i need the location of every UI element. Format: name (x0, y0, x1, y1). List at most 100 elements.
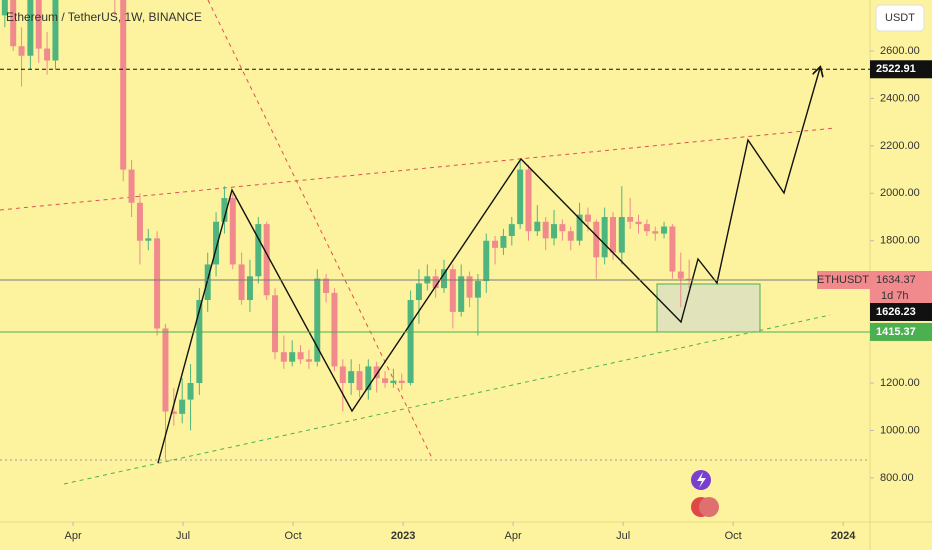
price-label: 2522.91 (876, 63, 916, 75)
candles (1, 0, 693, 459)
candle-body (1, 0, 8, 16)
candle-body (567, 231, 574, 241)
candle-body (44, 48, 51, 61)
y-tick-label: 1200.00 (880, 377, 920, 389)
candle-body (466, 276, 473, 298)
candle-body (365, 366, 372, 391)
candle-body (263, 224, 270, 296)
candle-body (35, 0, 42, 49)
candle-body (441, 269, 448, 289)
candle-body (187, 383, 194, 400)
candle-body (627, 217, 634, 222)
candle-body (551, 224, 558, 239)
candle-body (525, 169, 532, 232)
candle-body (542, 221, 549, 239)
currency-button[interactable] (875, 4, 925, 32)
candle-body (398, 380, 405, 384)
candle-body (635, 221, 642, 225)
candle-body (348, 371, 355, 384)
candle-body (10, 0, 17, 47)
symbol-label: ETHUSDT (817, 274, 869, 286)
y-tick-label: 1800.00 (880, 235, 920, 247)
marker-price-label: 1626.23 (876, 306, 916, 318)
x-tick-label: Apr (505, 530, 522, 542)
y-tick-label: 2400.00 (880, 92, 920, 104)
candle-body (162, 328, 169, 412)
candle-body (449, 269, 456, 312)
candle-body (280, 352, 287, 362)
candle-body (297, 352, 304, 360)
candle-body (661, 226, 668, 234)
countdown-label: 1d 7h (881, 290, 909, 302)
candle-body (610, 217, 617, 253)
candle-body (213, 221, 220, 265)
candle-body (483, 240, 490, 282)
candle-body (272, 295, 279, 353)
x-tick-label: Jul (176, 530, 190, 542)
candle-body (686, 278, 693, 281)
event-icon-bolt (697, 472, 706, 488)
candle-body (593, 221, 600, 258)
candle-body (145, 238, 152, 241)
candle-body (52, 0, 59, 61)
candle-body (27, 0, 34, 56)
candle-body (382, 378, 389, 384)
candle-body (18, 46, 25, 56)
candle-body (255, 224, 262, 277)
candle-body (601, 217, 608, 258)
last-price-box (870, 271, 932, 308)
candle-body (432, 276, 439, 289)
candle-body (652, 231, 659, 234)
candle-body (323, 278, 330, 293)
plot-area (0, 0, 870, 517)
candle-body (474, 281, 481, 298)
candle-body (238, 264, 245, 301)
symbol-box (817, 271, 870, 290)
candle-body (314, 278, 321, 362)
x-tick-label: Apr (64, 530, 81, 542)
candle-body (407, 300, 414, 384)
projection-path (157, 68, 820, 464)
candle-body (154, 238, 161, 329)
target-zone (656, 283, 761, 333)
candle-body (415, 283, 422, 301)
trend-line (207, 0, 434, 461)
candle-body (246, 276, 253, 301)
y-tick-label: 2600.00 (880, 45, 920, 57)
trend-line (63, 314, 831, 485)
x-tick-label: 2023 (391, 530, 415, 542)
marker-price-box (870, 303, 932, 322)
candle-body (534, 221, 541, 232)
candle-body (618, 217, 625, 253)
candle-body (500, 235, 507, 248)
candle-body (120, 0, 127, 170)
candle-body (559, 224, 566, 232)
currency-label: USDT (885, 12, 915, 24)
candle-body (373, 366, 380, 379)
candle-body (221, 198, 228, 222)
candle-body (390, 380, 397, 384)
candle-body (229, 198, 236, 265)
candle-body (517, 169, 524, 225)
candle-body (508, 224, 515, 236)
candle-body (331, 292, 338, 367)
candle-body (584, 214, 591, 222)
candle-body (136, 202, 143, 241)
last-price-label: 1634.37 (876, 274, 916, 286)
y-tick-label: 2000.00 (880, 187, 920, 199)
price-label: 1415.37 (876, 326, 916, 338)
candle-body (128, 169, 135, 203)
chart-title: Ethereum / TetherUS, 1W, BINANCE (6, 10, 202, 24)
y-tick-label: 2200.00 (880, 140, 920, 152)
event-icon[interactable] (699, 497, 719, 517)
candle-body (669, 226, 676, 272)
candle-body (643, 224, 650, 232)
trend-line (0, 127, 836, 211)
candle-body (458, 276, 465, 312)
x-tick-label: Oct (725, 530, 742, 542)
candle-body (339, 366, 346, 384)
candle-body (289, 352, 296, 362)
candle-body (179, 399, 186, 414)
price-label-box (870, 322, 932, 341)
